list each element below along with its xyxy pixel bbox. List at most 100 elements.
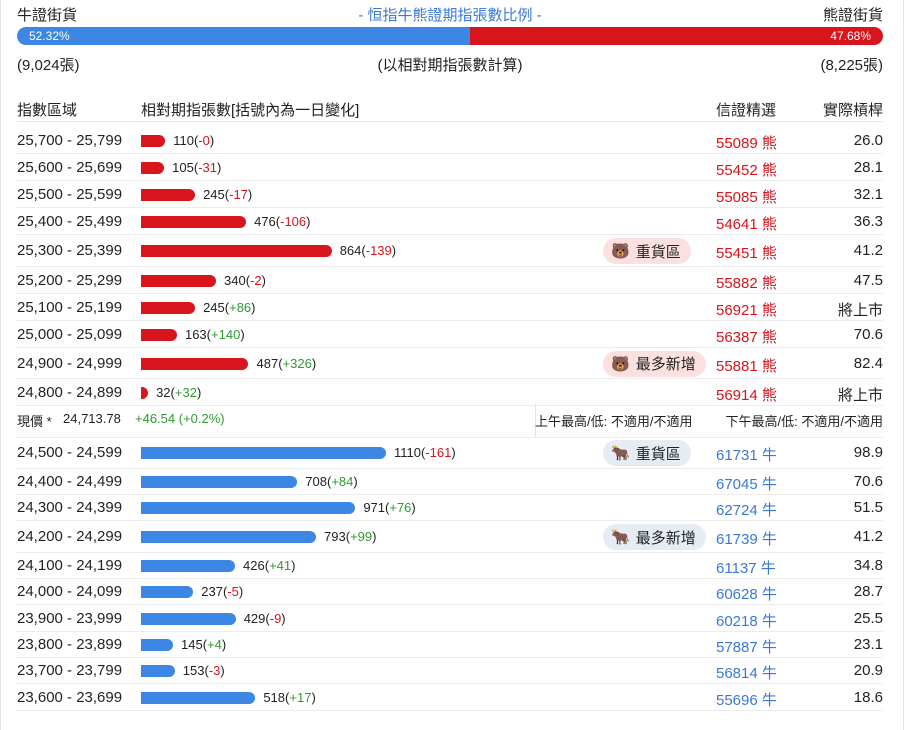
leverage-value: 26.0 [853, 131, 883, 149]
warrant-link[interactable]: 61739 牛 [716, 528, 777, 549]
warrant-link[interactable]: 55881 熊 [716, 355, 777, 376]
daily-change: +86 [229, 299, 252, 315]
warrant-code[interactable]: 60218 [716, 612, 758, 630]
bull-contracts-bar [141, 691, 256, 704]
warrant-code[interactable]: 56387 [716, 328, 758, 346]
paren-close: ) [261, 272, 266, 288]
daily-change: +84 [331, 474, 354, 489]
warrant-code[interactable]: 55882 [716, 274, 758, 292]
warrant-code[interactable]: 55696 [716, 691, 758, 709]
range-label: 25,600 - 25,699 [17, 158, 123, 176]
contracts-value: 487(+326) [256, 356, 316, 371]
paren-close: ) [220, 663, 225, 678]
warrant-link[interactable]: 55089 熊 [716, 132, 777, 153]
paren-close: ) [306, 213, 311, 229]
bear-row: 24,900 - 24,999 487(+326) 🐻 最多新增 55881 熊 82.4 [17, 348, 883, 379]
warrant-link[interactable]: 62724 牛 [716, 499, 777, 520]
range-label: 24,100 - 24,199 [17, 557, 123, 574]
paren-open: ( [204, 663, 209, 678]
range-label: 25,300 - 25,399 [17, 242, 123, 259]
contracts-value: 32(+32) [156, 385, 201, 400]
range-label: 25,400 - 25,499 [17, 212, 123, 230]
bull-contracts-bar [141, 586, 194, 598]
contracts-value: 340(-2) [224, 273, 266, 288]
daily-change: -2 [250, 272, 262, 288]
daily-change: +32 [174, 384, 197, 400]
warrant-code[interactable]: 57887 [716, 639, 758, 656]
warrant-link[interactable]: 55085 熊 [716, 186, 777, 207]
header: 牛證街貨 - 恒指牛熊證期指張數比例 - 熊證街貨 [17, 4, 883, 24]
warrant-link[interactable]: 56914 熊 [716, 384, 777, 405]
bull-tag-badge: 🐂 重貨區 [603, 440, 691, 466]
contracts-value: 864(-139) [340, 243, 396, 258]
bear-contracts-bar [141, 357, 249, 370]
contracts-count: 340 [224, 272, 246, 288]
warrant-link[interactable]: 60218 牛 [716, 610, 777, 631]
contracts-count: 105 [172, 159, 194, 175]
warrant-link[interactable]: 57887 牛 [716, 636, 777, 657]
leverage-value: 32.1 [853, 185, 883, 203]
warrant-link[interactable]: 61731 牛 [716, 444, 777, 465]
bear-contracts-bar [141, 134, 166, 147]
bear-street-label: 熊證街貨 [822, 7, 883, 24]
warrant-link[interactable]: 56921 熊 [716, 299, 777, 320]
panel-title: - 恒指牛熊證期指張數比例 - [358, 7, 542, 24]
leverage-column-header: 實際槓桿 [822, 102, 883, 119]
warrant-code[interactable]: 55085 [716, 188, 758, 206]
paren-close: ) [221, 637, 227, 652]
range-label: 24,300 - 24,399 [17, 499, 123, 516]
paren-open: ( [326, 474, 332, 489]
contracts-value: 245(-17) [203, 187, 252, 202]
leverage-value: 36.3 [853, 212, 883, 230]
paren-open: ( [361, 243, 366, 258]
warrant-code[interactable]: 56914 [716, 386, 758, 404]
bull-row: 23,900 - 23,999 429(-9) 60218 牛 25.5 [17, 605, 883, 632]
warrant-link[interactable]: 55696 牛 [716, 689, 777, 710]
warrant-code[interactable]: 55881 [716, 357, 758, 375]
warrant-link[interactable]: 67045 牛 [716, 473, 777, 494]
warrant-code[interactable]: 55089 [716, 134, 758, 152]
warrant-code[interactable]: 56921 [716, 301, 758, 319]
paren-open: ( [193, 159, 199, 175]
leverage-value: 將上市 [837, 301, 883, 319]
bear-contracts-bar [141, 328, 177, 341]
counts-row: (9,024張) (以相對期指張數計算) (8,225張) [17, 54, 883, 74]
warrant-code[interactable]: 60628 [716, 586, 758, 603]
warrant-code[interactable]: 54641 [716, 215, 758, 233]
leverage-value: 20.9 [853, 662, 883, 679]
warrant-code[interactable]: 55452 [716, 161, 758, 179]
bull-tag-badge: 🐂 最多新增 [603, 524, 706, 550]
warrant-code[interactable]: 55451 [716, 245, 758, 262]
contracts-value: 476(-106) [254, 214, 310, 229]
bull-ratio-segment: 52.32% [17, 27, 471, 45]
warrant-link[interactable]: 56387 熊 [716, 326, 777, 347]
bull-contracts-bar [141, 502, 356, 514]
contracts-count: 864 [339, 243, 362, 258]
daily-change: -139 [365, 243, 392, 258]
contracts-count: 793 [324, 529, 346, 544]
warrant-code[interactable]: 61731 [716, 447, 758, 464]
warrant-code[interactable]: 62724 [716, 502, 758, 519]
paren-open: ( [194, 132, 199, 148]
count-note: (以相對期指張數計算) [377, 57, 523, 74]
warrant-link[interactable]: 55882 熊 [716, 272, 777, 293]
warrant-link[interactable]: 55452 熊 [716, 159, 777, 180]
contracts-value: 971(+76) [363, 500, 415, 515]
warrant-link[interactable]: 54641 熊 [716, 213, 777, 234]
bull-tag-label: 重貨區 [635, 445, 681, 463]
warrant-link[interactable]: 55451 熊 [716, 242, 777, 263]
warrant-code[interactable]: 56814 [716, 665, 758, 682]
warrant-link[interactable]: 60628 牛 [716, 583, 777, 604]
contracts-value: 1110(-161) [394, 445, 456, 460]
warrant-link[interactable]: 61137 牛 [716, 557, 776, 578]
warrant-code[interactable]: 67045 [716, 476, 758, 493]
paren-open: ( [265, 610, 270, 626]
daily-change: +99 [350, 529, 373, 544]
leverage-value: 28.7 [853, 583, 883, 600]
range-label: 23,800 - 23,899 [17, 636, 123, 653]
contracts-count: 163 [184, 326, 207, 342]
daily-change: -161 [425, 445, 452, 460]
warrant-code[interactable]: 61137 [716, 560, 757, 577]
warrant-code[interactable]: 61739 [716, 531, 758, 548]
warrant-link[interactable]: 56814 牛 [716, 662, 777, 683]
